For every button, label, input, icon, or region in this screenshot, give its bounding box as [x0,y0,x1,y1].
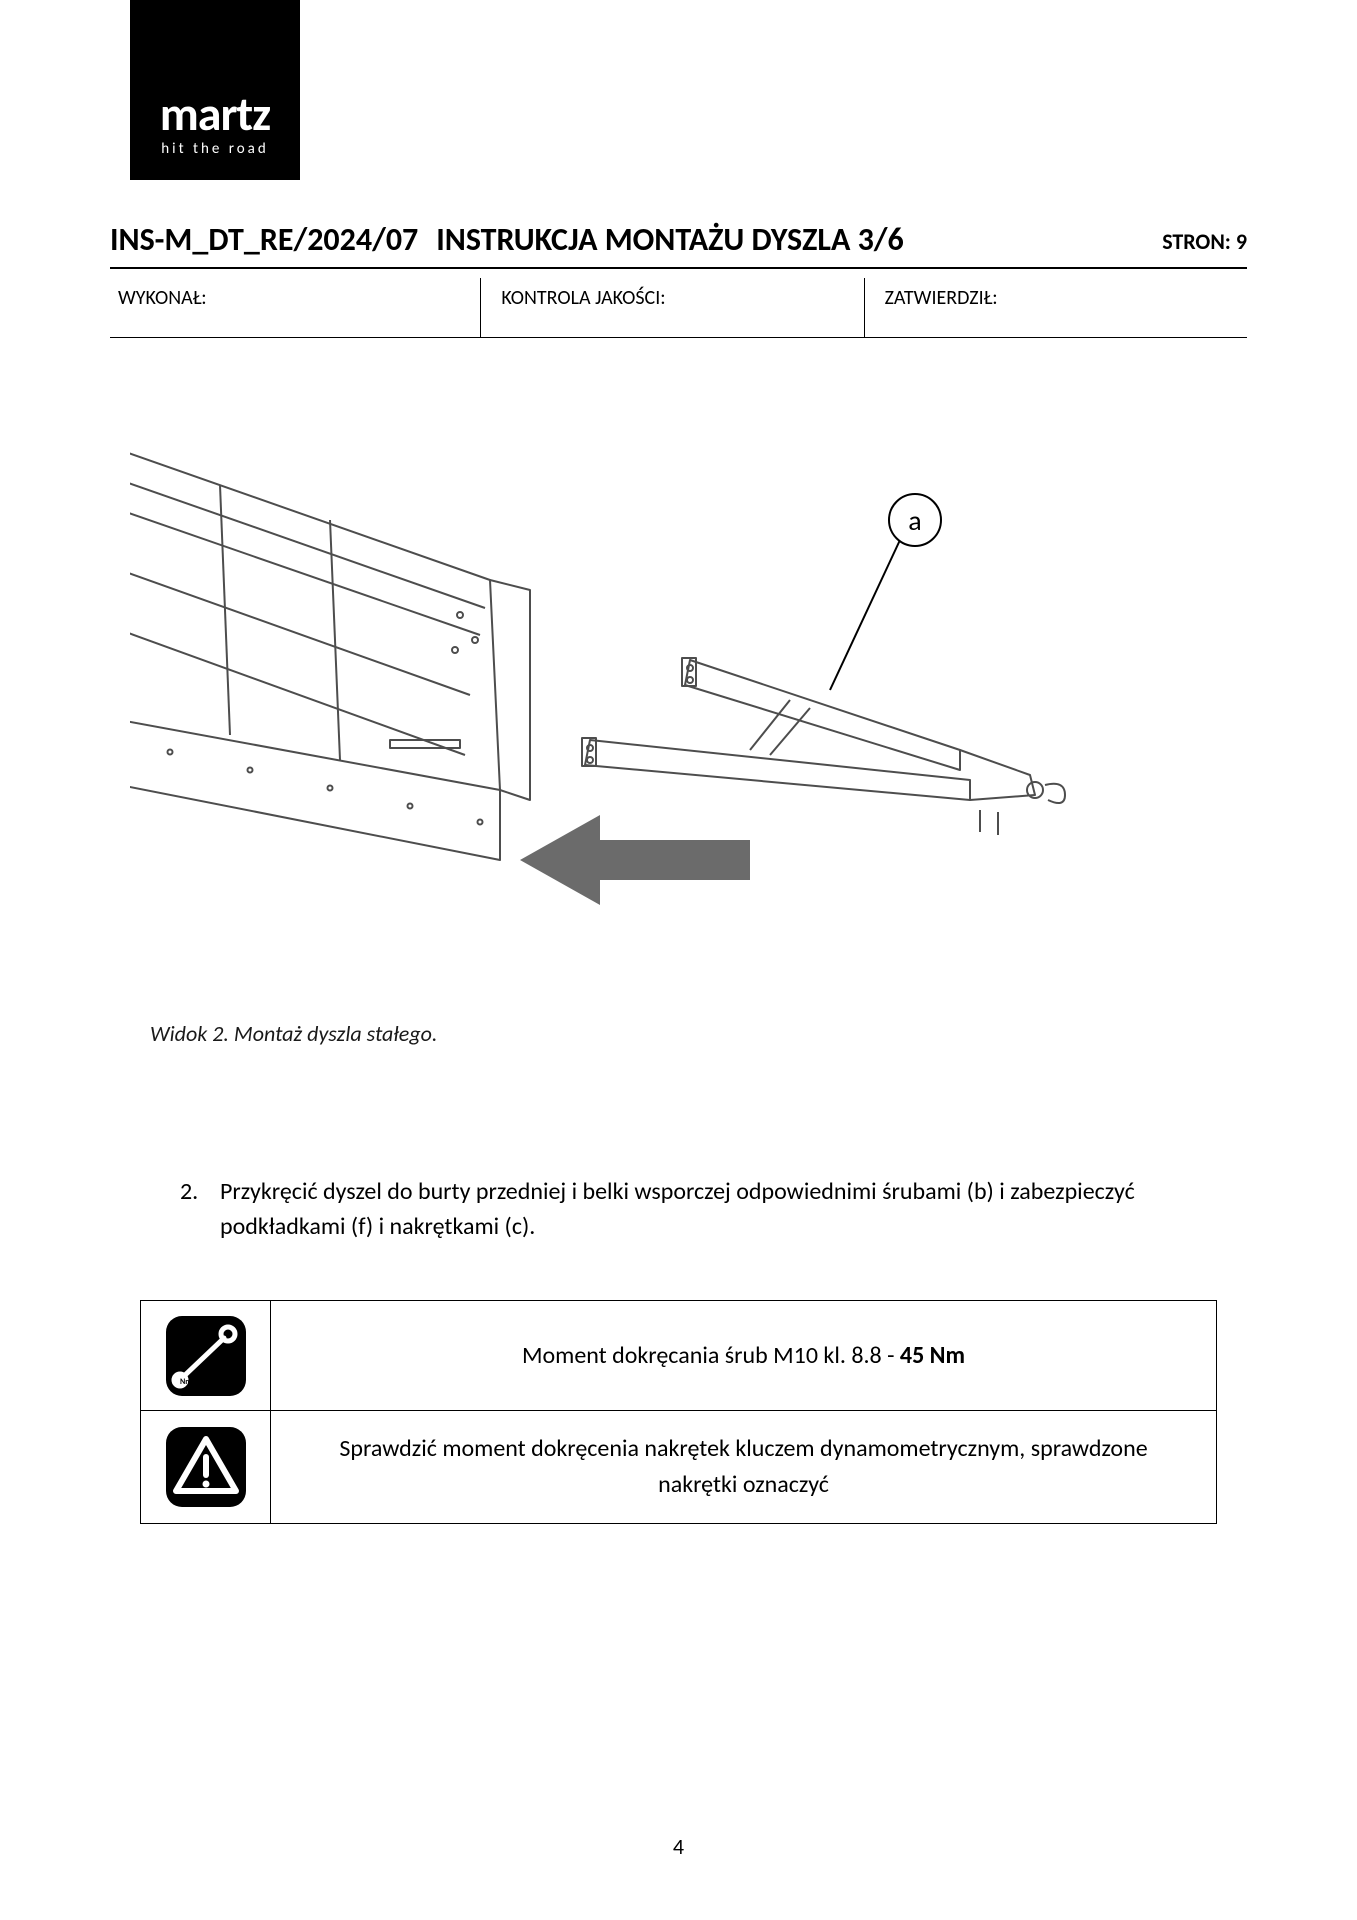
signoff-row: WYKONAŁ: KONTROLA JAKOŚCI: ZATWIERDZIŁ: [110,278,1247,338]
torque-value: 45 Nm [900,1341,965,1370]
callout-a [830,494,941,690]
assembly-diagram: a [130,440,1230,960]
assembly-arrow-icon [520,815,750,905]
signoff-made-by: WYKONAŁ: [110,278,481,337]
table-row: Sprawdzić moment dokręcenia nakrętek klu… [141,1411,1217,1524]
page-number: 4 [0,1833,1357,1860]
torque-icon: Nm [141,1301,271,1410]
torque-warning-table: Nm Moment dokręcania śrub M10 kl. 8.8 - … [140,1300,1217,1524]
callout-a-label: a [908,503,921,538]
logo-tagline-text: hit the road [161,140,268,158]
page-count: STRON: 9 [1162,228,1247,259]
torque-spec-text: Moment dokręcania śrub M10 kl. 8.8 - 45 … [271,1301,1217,1410]
instruction-step-list: 2. Przykręcić dyszel do burty przedniej … [180,1175,1167,1245]
signoff-quality: KONTROLA JAKOŚCI: [481,278,864,337]
signoff-approved: ZATWIERDZIŁ: [865,278,1247,337]
brand-logo: martz hit the road [130,0,300,180]
torque-prefix: Moment dokręcania śrub M10 kl. 8.8 - [522,1341,900,1370]
step-text: Przykręcić dyszel do burty przedniej i b… [220,1175,1167,1245]
document-title-row: INS-M_DT_RE/2024/07 INSTRUKCJA MONTAŻU D… [110,220,1247,269]
instruction-step: 2. Przykręcić dyszel do burty przedniej … [180,1175,1167,1245]
diagram-caption: Widok 2. Montaż dyszla stałego. [150,1020,437,1047]
logo-brand-text: martz [160,90,271,138]
document-title: INSTRUKCJA MONTAŻU DYSZLA 3/6 [436,220,1162,259]
step-number: 2. [180,1175,220,1245]
table-row: Nm Moment dokręcania śrub M10 kl. 8.8 - … [141,1301,1217,1411]
warning-text: Sprawdzić moment dokręcenia nakrętek klu… [271,1411,1217,1523]
warning-icon [141,1411,271,1523]
document-id: INS-M_DT_RE/2024/07 [110,220,418,259]
svg-text:Nm: Nm [180,1377,192,1387]
